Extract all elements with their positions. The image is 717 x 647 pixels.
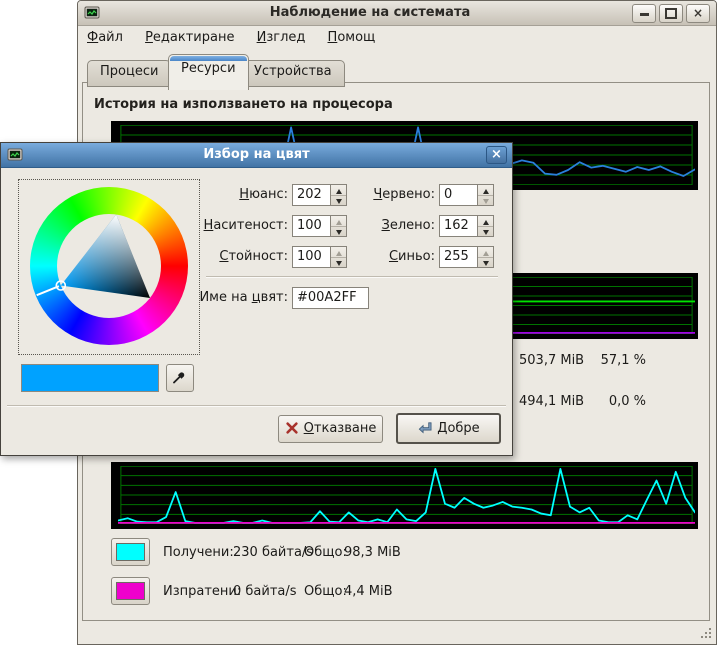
swap-percent: 0,0 % <box>608 394 646 409</box>
saturation-spinner[interactable] <box>330 216 346 236</box>
saturation-value-triangle[interactable] <box>19 180 199 354</box>
received-total-label: Общо: <box>304 545 347 560</box>
dialog-close-button[interactable]: × <box>486 146 507 164</box>
memory-amount: 503,7 MiB <box>519 353 585 368</box>
hue-spinner[interactable] <box>330 185 346 205</box>
eyedropper-icon <box>173 372 185 384</box>
red-spinner[interactable] <box>477 185 493 205</box>
window-title: Наблюдение на системата <box>269 5 471 20</box>
hue-label: Нюанс: <box>239 187 288 202</box>
saturation-label: Наситеност: <box>203 218 288 233</box>
cancel-icon <box>285 422 298 434</box>
sv-selector[interactable] <box>55 280 67 291</box>
menu-edit[interactable]: Редактиране <box>145 30 235 45</box>
spin-up-icon <box>478 247 493 258</box>
close-icon: × <box>692 6 704 20</box>
spin-up-icon <box>478 216 493 227</box>
hue-marker[interactable] <box>36 285 60 297</box>
spin-down-icon <box>478 226 493 236</box>
memory-percent: 57,1 % <box>600 353 646 368</box>
received-label: Получени: <box>163 545 234 560</box>
spin-up-icon <box>331 247 346 258</box>
sent-color-button[interactable] <box>111 577 150 605</box>
sent-color-swatch <box>116 582 145 600</box>
maximize-button[interactable] <box>659 4 683 23</box>
red-label: Червено: <box>373 187 435 202</box>
minimize-button[interactable] <box>632 4 656 23</box>
spin-up-icon <box>331 185 346 196</box>
sent-label: Изпратени: <box>163 584 242 599</box>
hue-input[interactable]: 202 <box>292 184 347 206</box>
tab-resources[interactable]: Ресурси <box>168 54 249 90</box>
value-label: Стойност: <box>219 249 288 264</box>
green-input[interactable]: 162 <box>439 215 494 237</box>
green-label: Зелено: <box>381 218 435 233</box>
color-name-label: Име на цвят: <box>199 290 288 305</box>
active-tab-indicator <box>170 56 247 61</box>
status-bar <box>78 621 716 643</box>
menu-help[interactable]: Помощ <box>327 30 376 45</box>
blue-input[interactable]: 255 <box>439 246 494 268</box>
swap-amount: 494,1 MiB <box>519 394 585 409</box>
close-icon: × <box>491 147 502 162</box>
received-color-button[interactable] <box>111 538 150 566</box>
selected-color-preview <box>21 364 159 392</box>
sent-rate: 0 байта/s <box>233 584 297 599</box>
tab-processes[interactable]: Процеси <box>87 60 172 87</box>
dialog-titlebar[interactable]: Избор на цвят × <box>1 143 512 168</box>
fields-separator <box>206 276 498 278</box>
red-input[interactable]: 0 <box>439 184 494 206</box>
close-button[interactable]: × <box>686 4 710 23</box>
cancel-button[interactable]: Отказване <box>278 415 383 443</box>
maximize-icon <box>665 8 677 19</box>
spin-down-icon <box>331 257 346 267</box>
received-total: 98,3 MiB <box>344 545 401 560</box>
ok-button[interactable]: Добре <box>396 413 501 444</box>
minimize-icon <box>639 13 649 16</box>
button-separator <box>7 405 506 407</box>
eyedropper-button[interactable] <box>166 364 194 392</box>
sent-total: 4,4 MiB <box>344 584 393 599</box>
green-spinner[interactable] <box>477 216 493 236</box>
resize-grip[interactable] <box>698 627 713 641</box>
spin-down-icon <box>478 257 493 267</box>
blue-spinner[interactable] <box>477 247 493 267</box>
spin-up-icon <box>478 185 493 196</box>
sent-total-label: Общо: <box>304 584 347 599</box>
value-spinner[interactable] <box>330 247 346 267</box>
blue-label: Синьо: <box>388 249 435 264</box>
color-name-input[interactable]: #00A2FF <box>292 287 369 309</box>
menubar: Файл Редактиране Изглед Помощ <box>78 26 716 50</box>
dialog-icon <box>7 148 23 161</box>
cpu-history-heading: История на използването на процесора <box>94 97 393 112</box>
spin-down-icon <box>478 195 493 205</box>
color-picker-dialog: Избор на цвят × <box>0 142 513 456</box>
dialog-title: Избор на цвят <box>203 147 310 162</box>
menu-view[interactable]: Изглед <box>256 30 306 45</box>
spin-up-icon <box>331 216 346 227</box>
spin-down-icon <box>331 226 346 236</box>
main-titlebar[interactable]: Наблюдение на системата × <box>78 1 716 26</box>
value-input[interactable]: 100 <box>292 246 347 268</box>
received-rate: 230 байта/s <box>233 545 314 560</box>
system-monitor-icon <box>84 6 100 19</box>
ok-icon <box>419 422 432 434</box>
spin-down-icon <box>331 195 346 205</box>
tab-devices[interactable]: Устройства <box>241 60 345 87</box>
network-history-chart <box>111 462 698 529</box>
received-color-swatch <box>116 543 145 561</box>
saturation-input[interactable]: 100 <box>292 215 347 237</box>
color-wheel-area[interactable] <box>18 179 200 355</box>
menu-file[interactable]: Файл <box>87 30 123 45</box>
